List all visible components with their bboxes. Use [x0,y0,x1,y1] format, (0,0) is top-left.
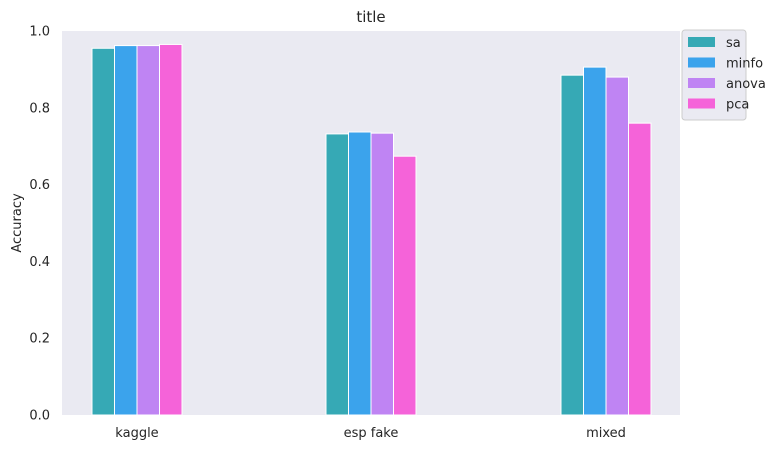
legend-swatch-anova [688,78,715,88]
bar-sa-esp-fake [325,133,349,416]
bar-sa-mixed [560,74,584,416]
y-tick-label: 0.8 [29,101,50,116]
y-tick-label: 0.2 [29,332,50,347]
legend-label-minfo: minfo [726,57,763,72]
bar-minfo-esp-fake [348,131,372,416]
legend-swatch-minfo [688,57,715,68]
y-tick-label: 0.6 [29,178,50,193]
bar-sa-kaggle [91,47,115,416]
bar-pca-kaggle [159,43,183,416]
bar-pca-mixed [628,122,652,416]
bar-anova-mixed [605,76,629,416]
legend-label-sa: sa [726,36,741,51]
legend: sa minfo anova pca [681,29,766,121]
bar-anova-esp-fake [370,132,394,416]
chart-title: title [356,8,385,26]
x-axis-ticks: kaggle esp fake mixed [115,426,626,441]
bar-minfo-kaggle [114,45,138,416]
bar-minfo-mixed [583,66,607,416]
y-tick-label: 1.0 [29,25,50,40]
legend-box [681,29,747,121]
legend-swatch-sa [688,37,715,47]
x-tick-label: esp fake [344,426,399,441]
x-tick-label: kaggle [115,426,158,441]
y-axis-ticks: 0.0 0.2 0.4 0.6 0.8 1.0 [29,25,50,424]
bar-anova-kaggle [136,45,160,416]
legend-swatch-pca [688,98,715,109]
y-tick-label: 0.4 [29,255,50,270]
bar-pca-esp-fake [393,155,417,416]
y-tick-label: 0.0 [29,409,50,424]
legend-label-pca: pca [726,98,749,113]
bars [91,43,652,416]
y-axis-label: Accuracy [10,193,25,253]
x-tick-label: mixed [586,426,626,441]
legend-label-anova: anova [726,77,766,92]
